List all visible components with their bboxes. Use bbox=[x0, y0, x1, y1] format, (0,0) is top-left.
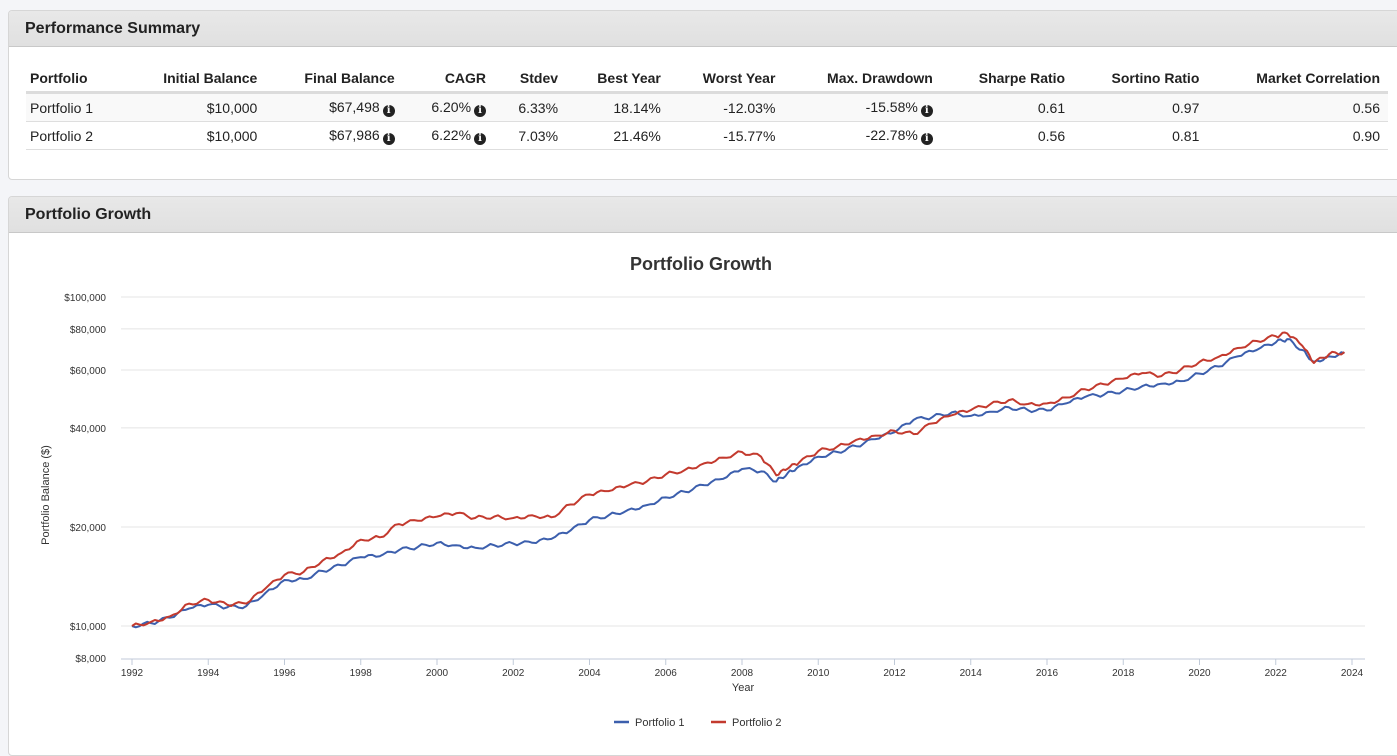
y-tick-label: $80,000 bbox=[70, 325, 107, 336]
info-circle-icon[interactable]: i bbox=[474, 104, 487, 117]
x-tick-label: 2012 bbox=[883, 668, 906, 679]
x-tick-label: 2004 bbox=[578, 668, 601, 679]
info-circle-icon[interactable]: i bbox=[920, 104, 933, 117]
cell-max-drawdown-wrap: -15.58% i bbox=[783, 92, 941, 122]
cell-cagr: 6.22% bbox=[431, 126, 472, 143]
chart-title: Portfolio Growth bbox=[630, 254, 772, 274]
cell-stdev: 7.03% bbox=[494, 121, 567, 150]
x-tick-label: 2010 bbox=[807, 668, 830, 679]
performance-summary-title: Performance Summary bbox=[9, 11, 1397, 47]
performance-summary-table: Portfolio Initial Balance Final Balance … bbox=[26, 65, 1388, 150]
x-tick-label: 2014 bbox=[960, 668, 983, 679]
cell-sharpe-ratio: 0.56 bbox=[940, 121, 1074, 150]
table-row: Portfolio 1 $10,000 $67,498 i 6.20% i 6.33… bbox=[26, 92, 1388, 122]
cell-portfolio: Portfolio 1 bbox=[26, 92, 123, 122]
legend-label-portfolio-2: Portfolio 2 bbox=[732, 717, 782, 729]
series-line-portfolio-2 bbox=[131, 331, 1345, 627]
cell-max-drawdown: -15.58% bbox=[865, 98, 918, 115]
x-tick-label: 1992 bbox=[121, 668, 144, 679]
cell-worst-year: -15.77% bbox=[668, 121, 784, 150]
cell-market-correlation: 0.56 bbox=[1207, 92, 1388, 122]
column-header-max-drawdown: Max. Drawdown bbox=[783, 65, 941, 94]
x-tick-label: 1998 bbox=[350, 668, 373, 679]
cell-final-balance: $67,986 bbox=[329, 126, 380, 143]
performance-summary-panel: Performance Summary Portfolio Initial Ba… bbox=[8, 10, 1397, 180]
cell-portfolio: Portfolio 2 bbox=[26, 121, 123, 150]
chart-grid bbox=[121, 296, 1365, 627]
chart-legend: Portfolio 1 Portfolio 2 bbox=[614, 717, 782, 729]
x-tick-label: 2022 bbox=[1265, 668, 1288, 679]
x-tick-label: 2016 bbox=[1036, 668, 1059, 679]
y-tick-label: $8,000 bbox=[75, 654, 106, 665]
cell-market-correlation: 0.90 bbox=[1207, 121, 1388, 150]
cell-final-balance: $67,498 bbox=[329, 98, 380, 115]
column-header-portfolio: Portfolio bbox=[26, 65, 123, 94]
info-circle-icon[interactable]: i bbox=[920, 132, 933, 145]
y-axis-ticks: $100,000 $80,000 $60,000 $40,000 $20,000 $10,… bbox=[64, 293, 106, 665]
column-header-market-correlation: Market Correlation bbox=[1207, 65, 1388, 94]
portfolio-growth-chart: Portfolio Growth $100,000$80,000$60,000$… bbox=[40, 254, 1365, 729]
info-circle-icon[interactable]: i bbox=[382, 132, 395, 145]
column-header-stdev: Stdev bbox=[494, 65, 567, 94]
legend-item-portfolio-2[interactable]: Portfolio 2 bbox=[711, 717, 782, 729]
column-header-final-balance: Final Balance bbox=[265, 65, 403, 94]
legend-item-portfolio-1[interactable]: Portfolio 1 bbox=[614, 717, 685, 729]
x-tick-label: 2008 bbox=[731, 668, 754, 679]
y-tick-label: $60,000 bbox=[70, 366, 107, 377]
x-tick-label: 2024 bbox=[1341, 668, 1364, 679]
column-header-initial-balance: Initial Balance bbox=[122, 65, 266, 94]
cell-cagr-wrap: 6.22% i bbox=[402, 121, 495, 150]
x-tick-label: 1996 bbox=[273, 668, 296, 679]
column-header-sharpe-ratio: Sharpe Ratio bbox=[940, 65, 1074, 94]
table-row: Portfolio 2 $10,000 $67,986 i 6.22% i 7.03… bbox=[26, 121, 1388, 150]
table-header-row: Portfolio Initial Balance Final Balance … bbox=[26, 65, 1388, 94]
cell-worst-year: -12.03% bbox=[668, 92, 784, 122]
cell-cagr: 6.20% bbox=[431, 98, 472, 115]
y-tick-label: $10,000 bbox=[70, 622, 107, 633]
y-axis-label: Portfolio Balance ($) bbox=[40, 445, 52, 545]
cell-max-drawdown-wrap: -22.78% i bbox=[783, 121, 941, 150]
cell-stdev: 6.33% bbox=[494, 92, 567, 122]
column-header-best-year: Best Year bbox=[566, 65, 669, 94]
y-tick-label: $40,000 bbox=[70, 424, 107, 435]
cell-final-balance-wrap: $67,498 i bbox=[265, 92, 403, 122]
legend-label-portfolio-1: Portfolio 1 bbox=[635, 717, 685, 729]
cell-sharpe-ratio: 0.61 bbox=[940, 92, 1074, 122]
cell-max-drawdown: -22.78% bbox=[865, 126, 918, 143]
series-line-portfolio-1 bbox=[131, 338, 1345, 629]
portfolio-growth-panel: Portfolio Growth Portfolio Growth $100,0… bbox=[8, 196, 1397, 756]
x-tick-label: 2006 bbox=[655, 668, 678, 679]
cell-initial-balance: $10,000 bbox=[122, 121, 266, 150]
chart-series bbox=[131, 331, 1345, 629]
y-tick-label: $100,000 bbox=[64, 293, 106, 304]
x-tick-label: 2000 bbox=[426, 668, 449, 679]
info-circle-icon[interactable]: i bbox=[474, 132, 487, 145]
column-header-worst-year: Worst Year bbox=[668, 65, 784, 94]
info-circle-icon[interactable]: i bbox=[382, 104, 395, 117]
portfolio-growth-title: Portfolio Growth bbox=[9, 197, 1397, 233]
x-tick-label: 1994 bbox=[197, 668, 220, 679]
x-tick-label: 2020 bbox=[1188, 668, 1211, 679]
x-tick-label: 2018 bbox=[1112, 668, 1135, 679]
column-header-cagr: CAGR bbox=[402, 65, 495, 94]
cell-sortino-ratio: 0.97 bbox=[1073, 92, 1208, 122]
cell-sortino-ratio: 0.81 bbox=[1073, 121, 1208, 150]
column-header-sortino-ratio: Sortino Ratio bbox=[1073, 65, 1208, 94]
cell-best-year: 18.14% bbox=[566, 92, 669, 122]
x-tick-label: 2002 bbox=[502, 668, 525, 679]
x-axis-label: Year bbox=[732, 682, 755, 694]
y-tick-label: $20,000 bbox=[70, 523, 107, 534]
cell-best-year: 21.46% bbox=[566, 121, 669, 150]
x-axis-ticks: 1992 1994 1996 1998 2000 2002 2004 2006 2008 2010… bbox=[121, 659, 1364, 679]
cell-initial-balance: $10,000 bbox=[122, 92, 266, 122]
cell-final-balance-wrap: $67,986 i bbox=[265, 121, 403, 150]
cell-cagr-wrap: 6.20% i bbox=[402, 92, 495, 122]
